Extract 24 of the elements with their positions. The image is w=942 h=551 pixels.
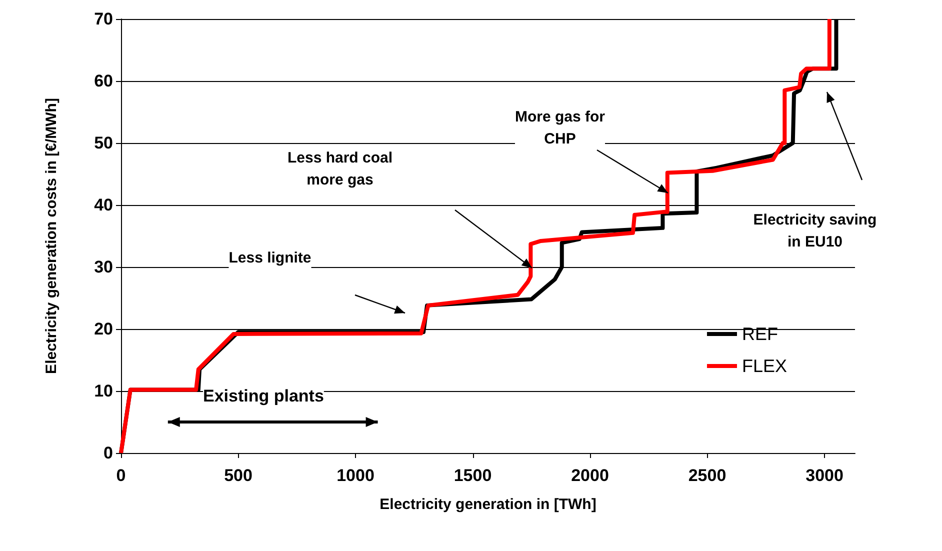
x-tick-label: 1000 [336,466,374,485]
annotation: More gas for CHP [514,108,606,148]
legend-label: FLEX [742,356,788,376]
annotation: Electricity saving in EU10 [753,212,877,250]
annotation: Less lignite [228,250,312,266]
y-tick-label: 70 [94,10,113,28]
y-axis-title: Electricity generation costs in [€/MWh] [43,98,60,374]
x-tick-label: 2000 [571,466,609,485]
annotation: Less hard coal more gas [287,150,393,188]
x-axis-title: Electricity generation in [TWh] [380,496,596,513]
x-tick-label: 0 [116,466,126,485]
y-tick-label: 50 [94,134,113,152]
y-tick-label: 40 [94,196,113,214]
annotation: Existing plants [203,386,324,406]
x-tick-label: 1500 [454,466,492,485]
x-tick-label: 500 [224,466,252,485]
y-tick-label: 10 [94,382,113,400]
x-tick-label: 2500 [688,466,726,485]
y-tick-label: 30 [94,258,113,276]
y-tick-label: 60 [94,72,113,90]
x-tick-label: 3000 [806,466,844,485]
y-tick-label: 20 [94,320,113,338]
y-tick-label: 0 [104,444,113,462]
legend-label: REF [742,324,778,344]
